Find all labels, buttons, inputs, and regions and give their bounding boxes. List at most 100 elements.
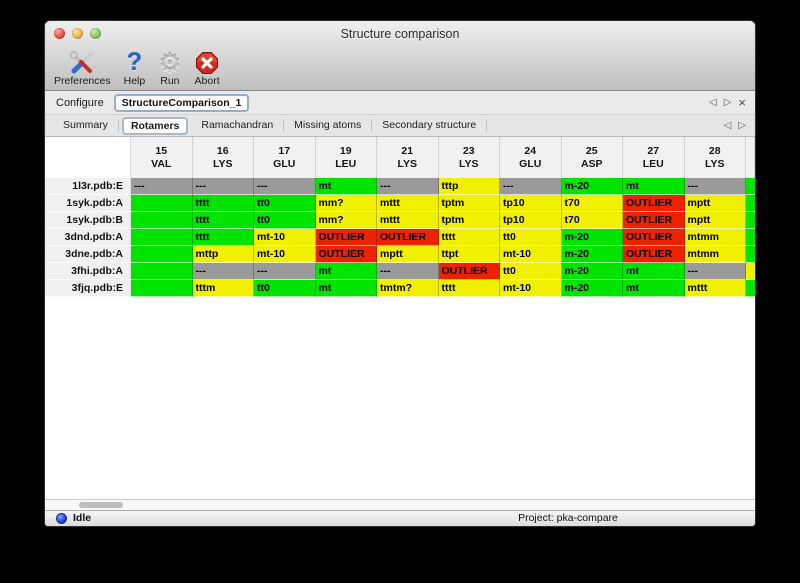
run-button[interactable]: ⚙ Run [158,49,181,87]
rotamer-cell[interactable]: --- [131,178,193,195]
rotamer-cell[interactable]: mttt [377,195,439,212]
rotamer-cell[interactable]: mt-10 [500,280,562,297]
rotamer-cell[interactable]: mtmm [684,246,746,263]
rotamer-cell[interactable]: m-20 [561,280,623,297]
rotamer-cell[interactable] [131,246,193,263]
rotamer-cell[interactable]: tttt [438,280,500,297]
nav-back-icon[interactable]: ◁ [709,97,717,108]
rotamer-cell[interactable]: m-20 [561,178,623,195]
rotamer-cell[interactable]: mptt [684,195,746,212]
rotamer-cell[interactable]: mt-10 [500,246,562,263]
rotamer-cell[interactable]: mt [623,263,685,280]
row-label[interactable]: 3dnd.pdb:A [45,229,131,246]
rotamer-cell-partial[interactable] [746,246,755,263]
rotamer-cell[interactable]: --- [377,178,439,195]
row-label[interactable]: 3dne.pdb:A [45,246,131,263]
rotamer-cell[interactable]: tptm [438,212,500,229]
nav-forward-icon[interactable]: ▷ [738,120,746,131]
rotamer-cell[interactable]: m-20 [561,229,623,246]
rotamer-cell[interactable]: mptt [377,246,439,263]
rotamer-cell[interactable]: --- [684,263,746,280]
rotamer-cell[interactable]: OUTLIER [315,229,377,246]
rotamer-cell[interactable]: mtmm [684,229,746,246]
rotamer-cell[interactable]: tttt [192,195,254,212]
rotamer-cell[interactable]: tttt [438,229,500,246]
rotamer-cell[interactable]: tttp [438,178,500,195]
rotamer-cell[interactable]: --- [377,263,439,280]
horizontal-scrollbar[interactable] [45,499,755,510]
rotamer-cell-partial[interactable] [746,195,755,212]
rotamer-cell[interactable]: t70 [561,195,623,212]
minimize-window-button[interactable] [72,28,83,39]
close-task-icon[interactable]: × [738,94,746,110]
rotamer-cell[interactable]: --- [254,263,316,280]
rotamer-cell[interactable]: tt0 [500,263,562,280]
rotamer-cell[interactable] [131,280,193,297]
rotamer-cell[interactable]: tp10 [500,212,562,229]
rotamer-cell[interactable]: OUTLIER [623,212,685,229]
row-label[interactable]: 1l3r.pdb:E [45,178,131,195]
rotamer-cell[interactable]: OUTLIER [623,246,685,263]
rotamer-cell[interactable]: mt-10 [254,246,316,263]
rotamer-cell[interactable]: tt0 [254,212,316,229]
rotamer-cell[interactable]: OUTLIER [438,263,500,280]
rotamer-cell[interactable] [131,229,193,246]
rotamer-cell[interactable] [131,212,193,229]
rotamer-cell[interactable]: tt0 [500,229,562,246]
rotamer-cell-partial[interactable] [746,212,755,229]
rotamer-cell[interactable]: t70 [561,212,623,229]
row-label[interactable]: 1syk.pdb:B [45,212,131,229]
rotamer-cell-partial[interactable] [746,178,755,195]
help-button[interactable]: ? Help [124,49,146,87]
abort-button[interactable]: Abort [195,49,220,87]
rotamer-cell[interactable]: tt0 [254,195,316,212]
preferences-button[interactable]: Preferences [54,49,111,87]
row-label[interactable]: 1syk.pdb:A [45,195,131,212]
rotamer-cell[interactable]: tttm [192,280,254,297]
rotamer-cell[interactable]: mttt [377,212,439,229]
row-label[interactable]: 3fhi.pdb:A [45,263,131,280]
rotamer-cell[interactable]: mt [315,178,377,195]
zoom-window-button[interactable] [90,28,101,39]
rotamer-cell[interactable]: --- [500,178,562,195]
rotamer-cell[interactable]: --- [684,178,746,195]
tab-rotamers[interactable]: Rotamers [121,116,189,135]
tab-missing-atoms[interactable]: Missing atoms [284,119,373,132]
rotamer-cell-partial[interactable] [746,280,755,297]
rotamer-cell[interactable]: mt [315,280,377,297]
rotamer-cell[interactable]: OUTLIER [623,229,685,246]
rotamer-cell[interactable]: m-20 [561,246,623,263]
rotamer-cell[interactable]: mttt [684,280,746,297]
rotamer-cell-partial[interactable] [746,229,755,246]
rotamer-cell[interactable]: tp10 [500,195,562,212]
rotamer-cell[interactable]: ttpt [438,246,500,263]
horizontal-scrollbar-thumb[interactable] [79,502,123,508]
rotamer-cell[interactable]: tptm [438,195,500,212]
rotamer-cell[interactable]: tt0 [254,280,316,297]
rotamer-cell[interactable]: mm? [315,212,377,229]
rotamer-cell[interactable]: tttt [192,229,254,246]
rotamer-cell[interactable]: OUTLIER [377,229,439,246]
rotamer-cell[interactable]: --- [254,178,316,195]
rotamer-cell[interactable]: mt [623,280,685,297]
rotamer-cell[interactable]: --- [192,263,254,280]
tab-summary[interactable]: Summary [53,119,119,132]
nav-back-icon[interactable]: ◁ [723,120,732,131]
rotamer-cell[interactable]: OUTLIER [623,195,685,212]
configure-task-tab[interactable]: StructureComparison_1 [113,93,250,112]
rotamer-cell[interactable]: mt-10 [254,229,316,246]
rotamer-cell[interactable]: m-20 [561,263,623,280]
rotamer-cell[interactable]: mttp [192,246,254,263]
rotamer-cell[interactable]: tmtm? [377,280,439,297]
rotamer-cell[interactable] [131,263,193,280]
tab-secondary-structure[interactable]: Secondary structure [372,119,488,132]
rotamer-cell-partial[interactable] [746,263,755,280]
rotamer-cell[interactable]: mt [623,178,685,195]
rotamer-cell[interactable]: mm? [315,195,377,212]
rotamer-cell[interactable]: mptt [684,212,746,229]
tab-ramachandran[interactable]: Ramachandran [191,119,285,132]
rotamer-cell[interactable]: tttt [192,212,254,229]
rotamer-cell[interactable]: --- [192,178,254,195]
close-window-button[interactable] [54,28,65,39]
row-label[interactable]: 3fjq.pdb:E [45,280,131,297]
